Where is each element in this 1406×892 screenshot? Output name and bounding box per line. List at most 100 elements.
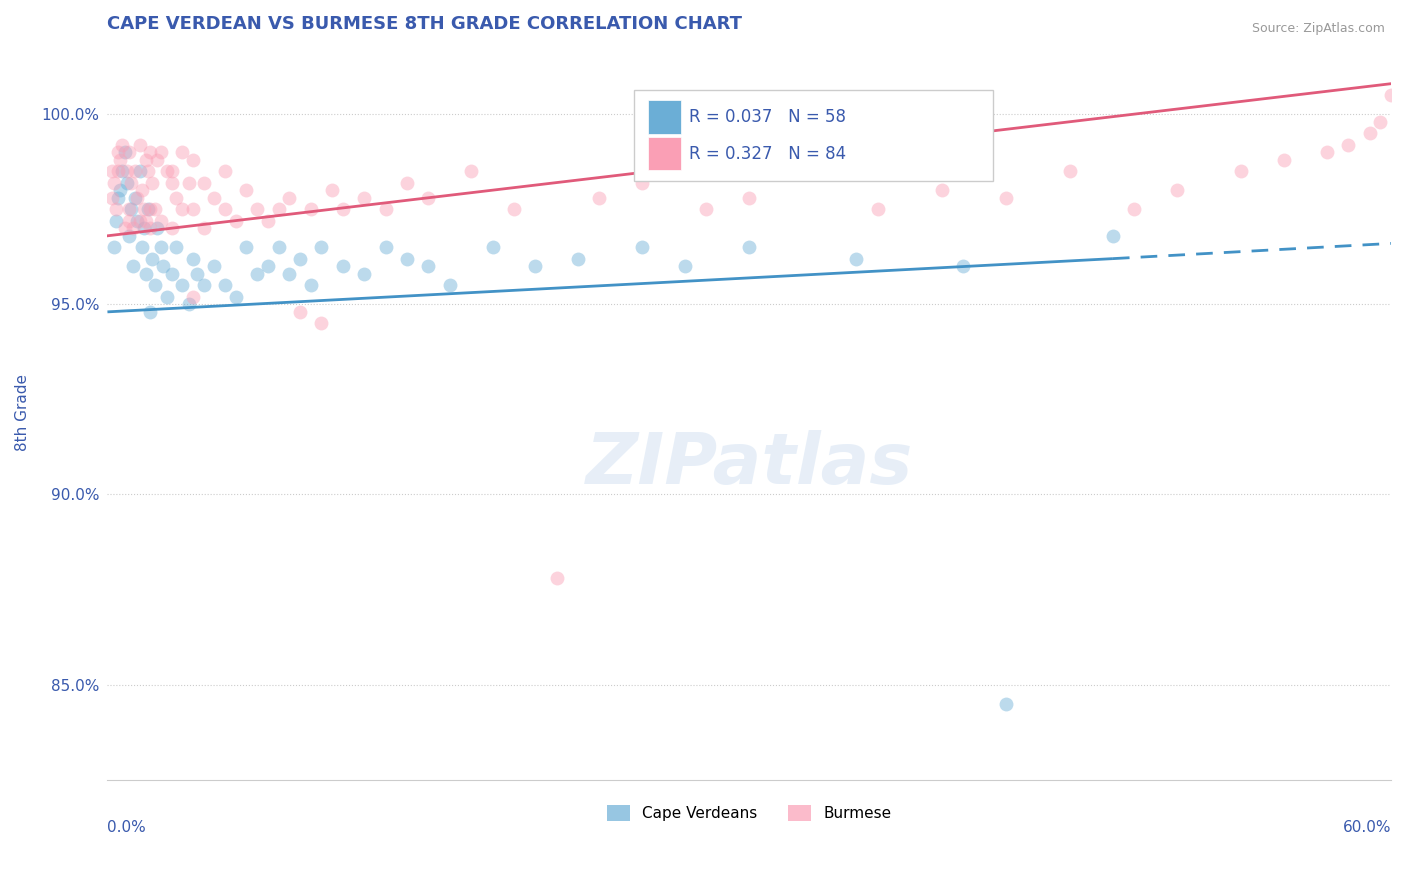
Point: [136, 164, 159, 178]
Point: [278, 267, 301, 281]
Point: [156, 164, 179, 178]
Point: [994, 191, 1017, 205]
Point: [177, 297, 200, 311]
Point: [1272, 153, 1295, 167]
Point: [139, 145, 162, 160]
Point: [135, 213, 157, 227]
Point: [1166, 183, 1188, 197]
Point: [181, 153, 204, 167]
Point: [374, 202, 396, 217]
Text: R = 0.327   N = 84: R = 0.327 N = 84: [689, 145, 846, 162]
Point: [225, 213, 247, 227]
Point: [160, 176, 183, 190]
Point: [118, 213, 141, 227]
Point: [100, 191, 122, 205]
Point: [202, 191, 225, 205]
Point: [299, 278, 322, 293]
Point: [131, 183, 153, 197]
Point: [225, 290, 247, 304]
Point: [135, 153, 157, 167]
Point: [214, 164, 236, 178]
Point: [132, 202, 155, 217]
Point: [1358, 126, 1381, 140]
Point: [994, 697, 1017, 711]
Point: [152, 259, 174, 273]
Point: [214, 278, 236, 293]
Point: [193, 278, 215, 293]
Point: [172, 145, 194, 160]
Point: [149, 240, 172, 254]
Point: [114, 145, 136, 160]
Y-axis label: 8th Grade: 8th Grade: [15, 374, 30, 451]
Point: [257, 259, 280, 273]
Point: [202, 259, 225, 273]
Point: [1230, 164, 1253, 178]
Text: 0.0%: 0.0%: [107, 820, 146, 835]
Point: [141, 176, 163, 190]
Text: R = 0.037   N = 58: R = 0.037 N = 58: [689, 108, 846, 126]
Point: [631, 240, 654, 254]
Point: [110, 183, 132, 197]
Point: [172, 278, 194, 293]
Point: [931, 183, 953, 197]
Point: [165, 240, 187, 254]
Point: [181, 202, 204, 217]
Point: [160, 221, 183, 235]
Point: [246, 202, 269, 217]
Point: [132, 221, 155, 235]
Point: [118, 228, 141, 243]
Point: [128, 213, 150, 227]
Point: [1337, 137, 1360, 152]
Point: [235, 240, 257, 254]
Point: [118, 145, 141, 160]
Point: [118, 202, 141, 217]
Point: [139, 305, 162, 319]
Point: [160, 164, 183, 178]
Point: [214, 202, 236, 217]
Point: [105, 213, 128, 227]
Point: [135, 267, 157, 281]
Point: [460, 164, 482, 178]
Point: [122, 259, 145, 273]
Point: [1369, 114, 1392, 128]
Point: [738, 191, 761, 205]
Point: [1059, 164, 1081, 178]
Point: [111, 137, 134, 152]
Point: [267, 202, 290, 217]
Point: [139, 202, 162, 217]
Point: [1123, 202, 1146, 217]
Point: [181, 290, 204, 304]
FancyBboxPatch shape: [634, 90, 993, 181]
Point: [120, 176, 142, 190]
Point: [110, 153, 132, 167]
Point: [481, 240, 503, 254]
Point: [100, 164, 122, 178]
Point: [193, 221, 215, 235]
Point: [103, 240, 125, 254]
Point: [107, 145, 129, 160]
Point: [546, 571, 568, 585]
Point: [127, 191, 149, 205]
Point: [128, 137, 150, 152]
Point: [288, 305, 311, 319]
Point: [299, 202, 322, 217]
Point: [181, 252, 204, 266]
Point: [418, 191, 440, 205]
FancyBboxPatch shape: [648, 100, 681, 134]
Point: [673, 259, 696, 273]
Point: [111, 164, 134, 178]
Point: [695, 202, 717, 217]
Point: [395, 252, 418, 266]
Point: [395, 176, 418, 190]
Point: [353, 191, 375, 205]
Point: [186, 267, 208, 281]
Legend: Cape Verdeans, Burmese: Cape Verdeans, Burmese: [600, 799, 897, 827]
Point: [107, 191, 129, 205]
Point: [257, 213, 280, 227]
Text: CAPE VERDEAN VS BURMESE 8TH GRADE CORRELATION CHART: CAPE VERDEAN VS BURMESE 8TH GRADE CORREL…: [107, 15, 742, 33]
Point: [141, 252, 163, 266]
Point: [738, 240, 761, 254]
Point: [803, 164, 825, 178]
Point: [139, 221, 162, 235]
Point: [115, 176, 138, 190]
